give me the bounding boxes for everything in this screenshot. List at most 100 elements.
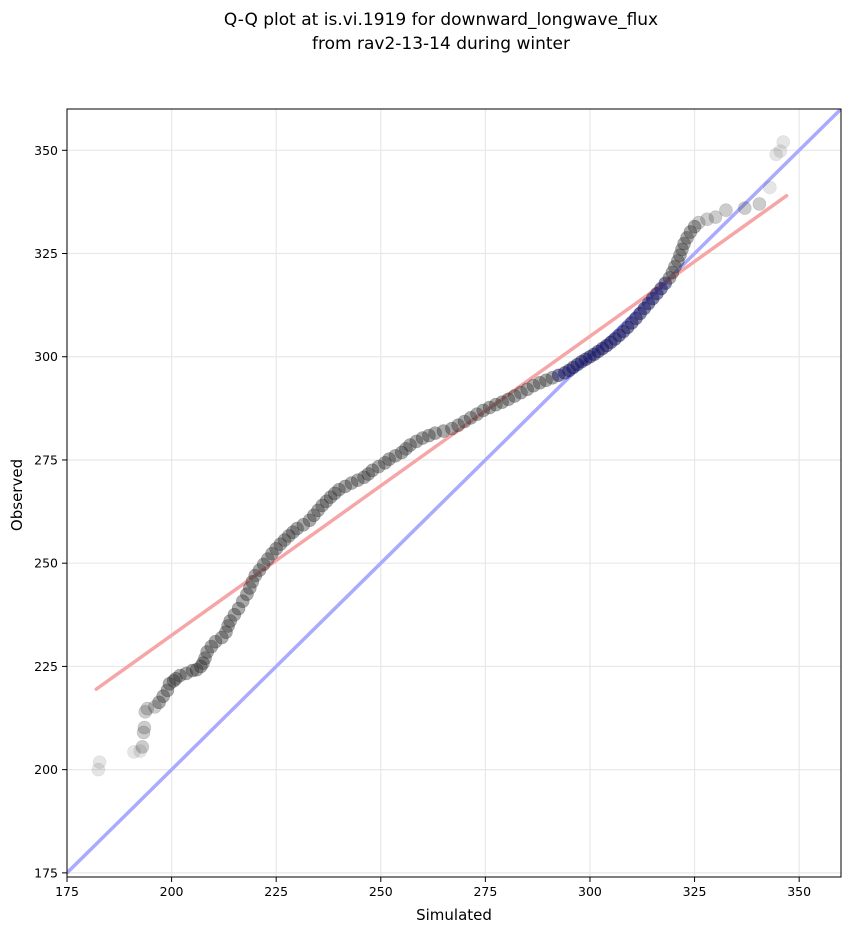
y-tick-label: 350: [34, 143, 58, 158]
y-tick-label: 175: [34, 865, 58, 880]
qq-point: [708, 210, 723, 224]
qq-point: [332, 482, 346, 497]
qq-point: [769, 147, 783, 162]
y-tick-label: 325: [34, 246, 58, 261]
qq-point: [138, 705, 153, 719]
qq-point: [507, 389, 522, 403]
qq-point: [382, 452, 396, 466]
axes: 175 200 225 250 275 300 325 350 175 200 225 250 275 3…: [34, 108, 842, 899]
x-tick-label: 250: [369, 884, 393, 899]
qq-point: [296, 517, 311, 532]
qq-point: [215, 630, 229, 645]
y-tick-label: 300: [34, 349, 58, 364]
qq-point: [194, 659, 208, 674]
qq-point: [286, 525, 300, 540]
qq-point: [662, 271, 677, 285]
qq-point: [691, 215, 706, 230]
quantile-points: [91, 135, 791, 777]
qq-point: [675, 242, 689, 257]
qq-point: [668, 259, 682, 274]
x-axis-label: Simulated: [416, 906, 492, 924]
qq-point: [673, 248, 687, 262]
qq-point: [501, 392, 516, 407]
qq-point: [200, 645, 214, 659]
qq-point: [470, 407, 484, 421]
fit-line: [94, 193, 789, 691]
qq-point: [223, 614, 237, 628]
qq-point: [378, 456, 392, 470]
qq-point: [409, 434, 424, 449]
qq-point: [166, 674, 181, 688]
qq-point: [451, 418, 465, 433]
qq-point: [680, 231, 694, 245]
qq-point: [219, 625, 233, 639]
x-tick-label: 225: [264, 884, 288, 899]
qq-point: [719, 203, 733, 217]
qq-point: [136, 725, 151, 740]
qq-point: [737, 201, 752, 215]
y-tick-label: 250: [34, 556, 58, 571]
y-tick-label: 225: [34, 659, 58, 674]
x-tick-label: 350: [787, 884, 811, 899]
qq-point: [240, 587, 254, 601]
qq-point: [763, 180, 777, 195]
x-tick-label: 200: [160, 884, 184, 899]
grid-lines: [66, 109, 841, 877]
qq-point: [196, 656, 210, 670]
y-axis-label: Observed: [8, 459, 26, 531]
qq-point: [665, 265, 680, 280]
qq-point: [344, 476, 359, 490]
qq-point: [277, 533, 292, 547]
qq-point: [436, 424, 451, 438]
qq-point: [428, 426, 442, 440]
qq-point: [302, 513, 317, 528]
qq-point: [189, 662, 204, 677]
qq-point: [248, 568, 263, 583]
qq-point: [319, 494, 334, 509]
qq-point: [539, 373, 553, 388]
qq-point: [91, 762, 106, 777]
qq-point: [261, 552, 275, 566]
qq-point: [185, 663, 200, 678]
qq-point: [683, 225, 698, 239]
qq-point: [445, 421, 459, 436]
qq-point: [489, 397, 503, 412]
qq-point: [388, 449, 403, 463]
qq-point: [198, 651, 212, 665]
plot-frame: [66, 108, 842, 878]
qq-point: [127, 745, 141, 759]
qq-point: [463, 411, 478, 425]
qq-point: [350, 473, 365, 488]
qq-point: [415, 431, 430, 445]
x-tick-label: 275: [473, 884, 497, 899]
qq-point: [252, 563, 267, 578]
qq-point: [231, 601, 246, 616]
qq-point: [227, 608, 242, 622]
qq-point: [520, 382, 535, 397]
qq-point: [365, 463, 380, 478]
qq-point: [394, 445, 409, 460]
qq-point: [495, 395, 509, 409]
qq-point: [140, 701, 155, 716]
qq-point: [92, 755, 107, 770]
y-tick-label: 200: [34, 762, 58, 777]
qq-point: [245, 574, 260, 589]
qq-point: [658, 276, 673, 291]
qq-point: [156, 689, 171, 703]
qq-point: [281, 529, 296, 543]
chart-title-line-2: from rav2-13-14 during winter: [312, 34, 570, 54]
qq-point: [269, 541, 283, 556]
qq-point: [162, 676, 177, 691]
qq-point: [168, 672, 183, 686]
chart-title-line-1: Q-Q plot at is.vi.1919 for downward_long…: [224, 10, 658, 30]
qq-point: [752, 197, 767, 211]
qq-point: [700, 212, 714, 227]
qq-point: [422, 428, 436, 443]
x-tick-label: 175: [55, 884, 79, 899]
qq-point: [357, 470, 371, 485]
qq-point: [135, 740, 150, 754]
qq-point: [235, 594, 250, 608]
qq-point: [160, 683, 175, 698]
qq-point: [338, 479, 353, 494]
